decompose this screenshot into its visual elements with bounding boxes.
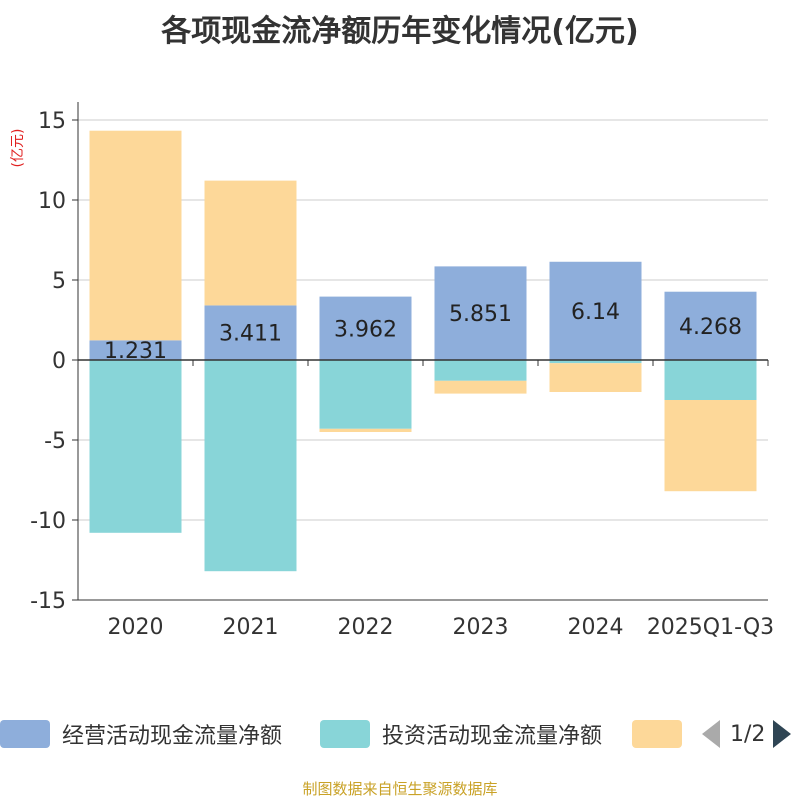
bar-1-2021 bbox=[204, 305, 297, 360]
x-tick-label: 2025Q1-Q3 bbox=[647, 615, 774, 640]
source-note: 制图数据来自恒生聚源数据库 bbox=[302, 780, 498, 798]
y-tick-label: 10 bbox=[38, 189, 66, 214]
bar-2-2020 bbox=[89, 360, 182, 533]
legend-item-financing[interactable] bbox=[632, 716, 694, 752]
legend-swatch-operating bbox=[0, 720, 50, 748]
legend-label-operating: 经营活动现金流量净额 bbox=[62, 724, 283, 749]
x-tick-label: 2020 bbox=[108, 615, 164, 640]
data-label: 5.851 bbox=[449, 302, 512, 327]
bar-2-2022 bbox=[319, 360, 412, 429]
legend-item-operating[interactable]: 经营活动现金流量净额 bbox=[0, 716, 282, 752]
axis-layer bbox=[72, 102, 769, 601]
y-tick-label: 15 bbox=[38, 109, 66, 134]
bar-3-2024 bbox=[549, 363, 642, 392]
bar-1-2025Q1-Q3 bbox=[664, 291, 757, 360]
pager-prev-icon[interactable] bbox=[702, 720, 720, 748]
y-tick-label: 5 bbox=[52, 269, 66, 294]
bar-1-2022 bbox=[319, 296, 412, 360]
data-label: 3.962 bbox=[334, 317, 397, 342]
pager-next-icon[interactable] bbox=[773, 720, 792, 748]
data-label: 6.14 bbox=[571, 300, 620, 325]
bar-2-2024 bbox=[549, 360, 642, 364]
chart-title: 各项现金流净额历年变化情况(亿元) bbox=[161, 14, 639, 49]
x-tick-label: 2023 bbox=[453, 615, 509, 640]
bar-3-2021 bbox=[204, 180, 297, 306]
x-tick-label: 2024 bbox=[568, 615, 624, 640]
bar-3-2022 bbox=[319, 428, 412, 432]
data-label: 1.231 bbox=[104, 339, 167, 364]
data-label: 4.268 bbox=[679, 315, 742, 340]
pager-page-indicator: 1/2 bbox=[730, 721, 766, 747]
y-axis-unit-label: (亿元) bbox=[10, 129, 26, 168]
bar-2-2025Q1-Q3 bbox=[664, 360, 757, 400]
bar-2-2021 bbox=[204, 360, 297, 572]
bar-1-2024 bbox=[549, 261, 642, 360]
bar-3-2023 bbox=[434, 380, 527, 394]
y-tick-label: -10 bbox=[30, 509, 66, 534]
bar-3-2025Q1-Q3 bbox=[664, 400, 757, 492]
bar-2-2023 bbox=[434, 360, 527, 381]
data-label: 3.411 bbox=[219, 322, 282, 347]
bar-1-2023 bbox=[434, 266, 527, 360]
label-layer: 15 10 5 0 -5 -10 -15 1.231 2020 3.411 2021 3.962 202… bbox=[30, 109, 774, 640]
legend: 经营活动现金流量净额 投资活动现金流量净额 bbox=[0, 716, 800, 752]
legend-swatch-investing bbox=[320, 720, 370, 748]
legend-label-investing: 投资活动现金流量净额 bbox=[382, 724, 603, 749]
bar-1-2020 bbox=[89, 340, 182, 360]
y-tick-label: -15 bbox=[30, 589, 66, 614]
x-tick-label: 2021 bbox=[223, 615, 279, 640]
legend-pager: 1/2 bbox=[700, 716, 800, 752]
y-tick-label: -5 bbox=[44, 429, 66, 454]
x-tick-label: 2022 bbox=[338, 615, 394, 640]
legend-item-investing[interactable]: 投资活动现金流量净额 bbox=[320, 716, 602, 752]
bar-3-2020 bbox=[89, 130, 182, 341]
y-tick-label: 0 bbox=[52, 349, 66, 374]
bar-layer bbox=[89, 130, 757, 572]
legend-swatch-financing bbox=[632, 720, 682, 748]
